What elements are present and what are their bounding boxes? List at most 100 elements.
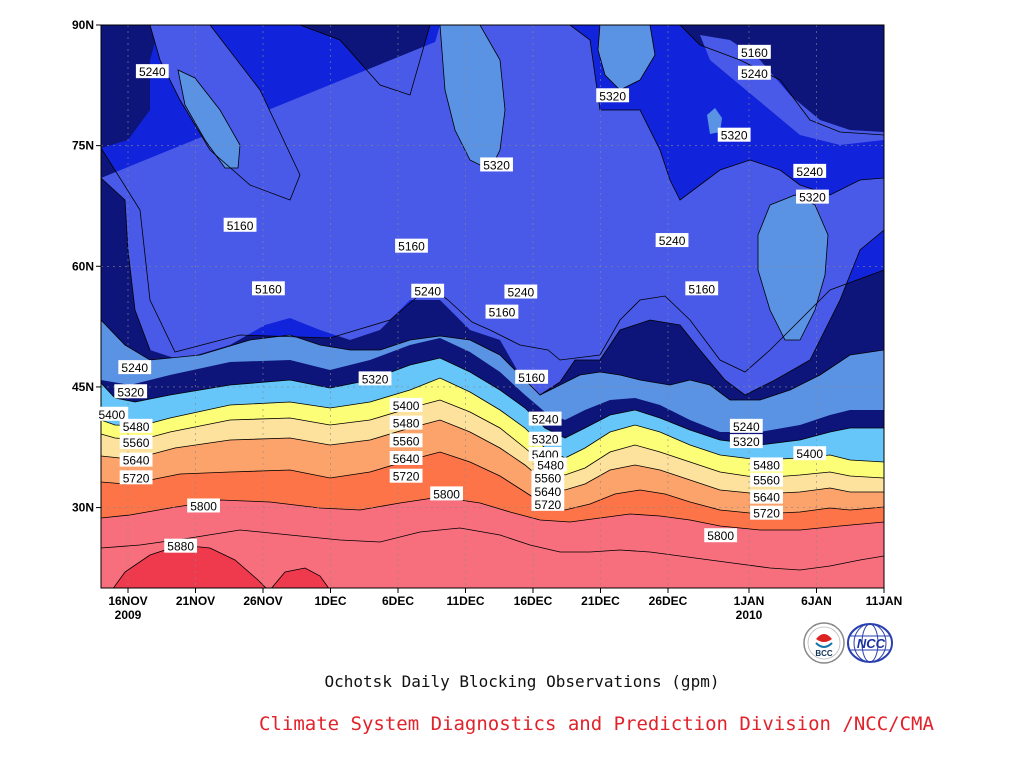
contour-label-text: 5240: [532, 413, 559, 427]
contour-label: 5640: [389, 451, 423, 466]
contour-label-text: 5720: [123, 471, 150, 485]
contour-label-bg: [485, 304, 519, 319]
contour-label: 5560: [389, 433, 423, 448]
contour-label-text: 5640: [393, 452, 420, 466]
contour-label-bg: [187, 498, 220, 513]
contour-label: 5160: [485, 304, 519, 320]
contour-label: 5320: [528, 431, 562, 447]
contour-label-text: 5560: [753, 474, 780, 488]
bcc-logo: BCC: [803, 622, 845, 664]
x-tick-label: 26DEC: [649, 594, 688, 608]
contour-label: 5800: [187, 498, 220, 513]
x-tick-label: 11JAN: [866, 594, 903, 608]
contour-label: 5720: [531, 496, 565, 512]
contour-label: 5320: [796, 189, 829, 205]
contour-label: 5480: [119, 418, 153, 434]
x-tick-sublabel: 2010: [736, 608, 763, 622]
contour-label-bg: [793, 163, 827, 178]
contour-label-text: 5160: [398, 240, 425, 254]
contour-label: 5560: [119, 434, 153, 450]
chart-caption: Ochotsk Daily Blocking Observations (gpm…: [324, 672, 720, 691]
contour-label-text: 5240: [659, 234, 686, 248]
contour-label: 5160: [252, 281, 285, 296]
contour-label: 5400: [793, 446, 827, 461]
contour-label-text: 5480: [393, 417, 420, 431]
contour-label-text: 5320: [599, 89, 626, 103]
contour-label-text: 5800: [190, 499, 217, 513]
contour-label-bg: [119, 470, 153, 485]
contour-label-text: 5480: [537, 458, 564, 472]
x-tick-label: 6DEC: [382, 594, 414, 608]
contour-label-bg: [119, 434, 153, 449]
y-tick-label: 45N: [72, 380, 94, 394]
contour-label-text: 5800: [433, 487, 460, 501]
contour-label: 5800: [704, 528, 738, 543]
contour-label: 5240: [504, 284, 538, 300]
contour-label-text: 5400: [796, 447, 823, 461]
x-tick-label: 26NOV: [243, 594, 282, 608]
contour-label-text: 5400: [393, 399, 420, 413]
contour-label-bg: [796, 189, 829, 204]
contour-label-bg: [531, 483, 565, 498]
contour-label: 5240: [655, 233, 689, 248]
contour-label-bg: [515, 369, 549, 384]
contour-label-bg: [389, 397, 423, 412]
contour-label-bg: [223, 217, 257, 232]
contour-label-bg: [395, 238, 428, 253]
contour-label-bg: [504, 284, 538, 299]
contour-label: 5400: [389, 397, 423, 413]
contour-label-text: 5160: [227, 219, 254, 233]
contour-label-text: 5480: [123, 420, 150, 434]
contour-label-text: 5160: [741, 46, 768, 60]
contour-label: 5320: [596, 88, 630, 103]
x-tick-label: 1JAN: [734, 594, 765, 608]
contour-label-text: 5240: [733, 420, 760, 434]
contour-label-text: 5640: [753, 491, 780, 505]
contour-label: 5240: [135, 64, 169, 79]
contour-label: 5240: [528, 411, 562, 427]
contour-label-text: 5320: [362, 372, 389, 386]
contour-label-text: 5400: [98, 408, 125, 422]
contour-label: 5720: [119, 470, 153, 485]
contour-label: 5160: [738, 44, 771, 60]
x-tick-label: 16DEC: [514, 594, 553, 608]
contour-label-bg: [738, 44, 771, 59]
contour-label-text: 5640: [534, 485, 561, 499]
contour-label-text: 5240: [796, 165, 823, 179]
contour-label-bg: [729, 434, 763, 449]
y-tick-label: 30N: [72, 501, 94, 515]
contour-label: 5880: [164, 538, 198, 554]
contour-label-text: 5240: [121, 361, 148, 375]
contour-label: 5160: [685, 281, 719, 296]
contour-label-bg: [704, 528, 738, 543]
contour-label-text: 5160: [688, 282, 715, 296]
contour-label-bg: [685, 281, 719, 296]
plot-frame: [100, 24, 885, 589]
contour-label-bg: [596, 88, 630, 103]
contour-label-bg: [750, 457, 783, 472]
contour-label-bg: [528, 411, 562, 426]
contour-label-bg: [750, 472, 783, 487]
contour-label: 5240: [738, 65, 771, 81]
contour-label: 5800: [430, 486, 463, 501]
contour-label-bg: [531, 470, 565, 485]
contour-label-text: 5240: [139, 65, 166, 79]
contour-label-bg: [119, 418, 153, 433]
contour-labels: 5240516051605240532054005480556056405720…: [95, 44, 829, 554]
y-tick-label: 75N: [72, 139, 94, 153]
contour-label-bg: [389, 433, 423, 448]
x-tick-label: 21NOV: [176, 594, 215, 608]
contour-label: 5640: [531, 483, 565, 499]
credit-text: Climate System Diagnostics and Predictio…: [259, 713, 934, 735]
contour-label-bg: [717, 127, 751, 142]
contour-label: 5400: [95, 406, 129, 422]
contour-label-text: 5320: [532, 433, 559, 447]
contour-label-text: 5720: [534, 498, 561, 512]
x-tick-label: 1DEC: [314, 594, 346, 608]
contour-label-bg: [114, 384, 148, 399]
contour-label-text: 5480: [753, 458, 780, 472]
contour-label-bg: [480, 157, 513, 172]
contour-label: 5720: [750, 505, 783, 521]
contour-label-text: 5320: [721, 129, 748, 143]
